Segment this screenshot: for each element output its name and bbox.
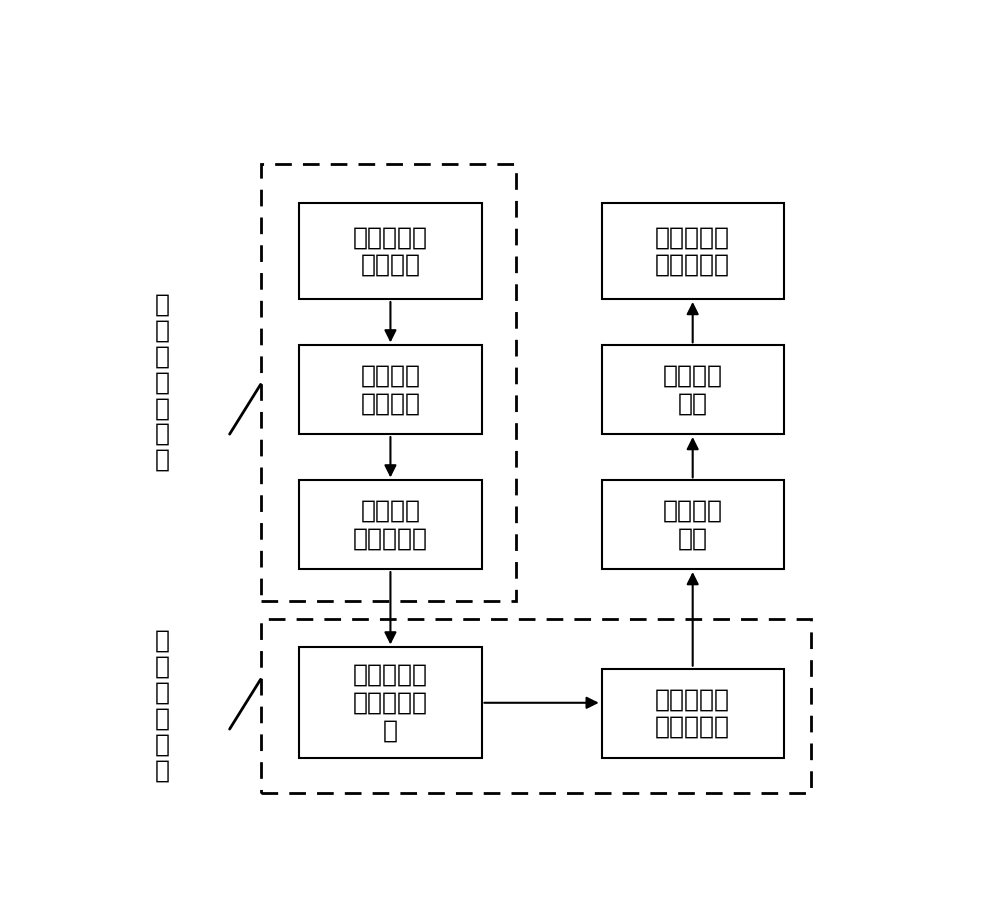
Bar	[299, 203, 482, 299]
Bar	[299, 647, 482, 758]
Text: 三
维
外
形
展
开: 三 维 外 形 展 开	[155, 629, 170, 783]
Text: 二
维
网
格
参
数
化: 二 维 网 格 参 数 化	[155, 293, 170, 472]
Bar	[602, 668, 784, 758]
Text: 网格属性
划分: 网格属性 划分	[663, 498, 723, 551]
Bar	[602, 480, 784, 569]
Text: 建立约束
条件: 建立约束 条件	[663, 364, 723, 415]
Bar	[261, 619, 811, 793]
Text: 二维网格
参数化剖分: 二维网格 参数化剖分	[353, 498, 428, 551]
Text: 二维网格映
射至三维空
间: 二维网格映 射至三维空 间	[353, 663, 428, 742]
Bar	[299, 480, 482, 569]
Bar	[261, 164, 516, 601]
Text: 投影模型至
二维平面: 投影模型至 二维平面	[353, 225, 428, 277]
Text: 生成参数化
有限元模型: 生成参数化 有限元模型	[655, 225, 730, 277]
Text: 提取模型
特征参数: 提取模型 特征参数	[360, 364, 420, 415]
Bar	[602, 203, 784, 299]
Text: 对三维网格
点进行编号: 对三维网格 点进行编号	[655, 688, 730, 739]
Bar	[299, 345, 482, 434]
Bar	[602, 345, 784, 434]
